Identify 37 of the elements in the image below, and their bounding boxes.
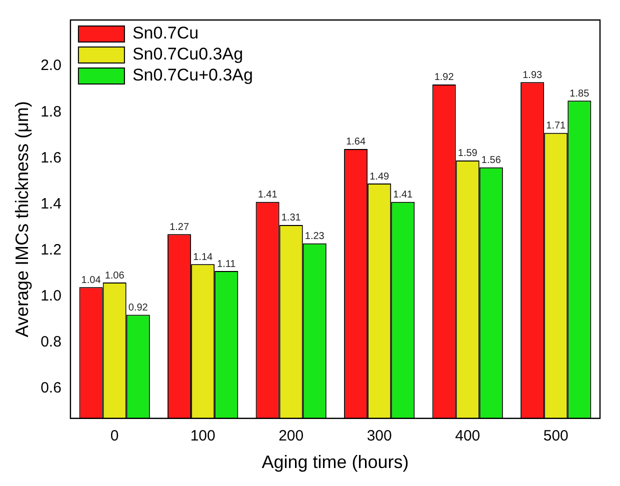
y-tick-label: 1.0 (40, 287, 62, 304)
data-label: 1.92 (434, 72, 454, 84)
y-tick-label: 1.6 (40, 149, 62, 166)
data-label: 1.59 (458, 148, 478, 160)
y-tick-label: 1.8 (40, 103, 62, 120)
x-tick-label: 0 (110, 428, 119, 445)
data-label: 0.92 (128, 302, 148, 314)
x-tick-label: 200 (278, 428, 304, 445)
y-tick-label: 1.4 (40, 195, 62, 212)
legend-label: Sn0.7Cu (132, 24, 199, 43)
y-tick-label: 0.6 (40, 380, 62, 397)
x-tick-label: 100 (190, 428, 216, 445)
x-axis-title: Aging time (hours) (262, 452, 409, 472)
data-label: 1.14 (193, 252, 214, 263)
data-label: 1.49 (370, 171, 390, 182)
data-label: 1.93 (522, 70, 543, 81)
x-tick-label: 300 (366, 428, 392, 445)
data-label: 1.41 (258, 190, 278, 201)
legend-label: Sn0.7Cu+0.3Ag (132, 66, 253, 85)
data-label: 1.06 (104, 270, 125, 282)
x-tick-label: 400 (455, 428, 480, 445)
data-label: 1.41 (393, 190, 414, 201)
data-label: 1.56 (481, 155, 502, 166)
data-label: 1.71 (546, 120, 566, 132)
data-label: 1.11 (217, 258, 236, 270)
legend-label: Sn0.7Cu0.3Ag (132, 44, 244, 64)
data-label: 1.85 (570, 88, 590, 100)
x-tick-label: 500 (543, 428, 568, 445)
y-tick-label: 0.8 (40, 334, 62, 351)
data-label: 1.04 (81, 274, 102, 286)
y-tick-label: 2.0 (40, 57, 62, 74)
data-label: 1.23 (304, 231, 325, 242)
y-axis-title: Average IMCs thickness (μm) (12, 101, 32, 338)
data-label: 1.27 (170, 222, 190, 233)
y-tick-label: 1.2 (40, 241, 62, 258)
data-label: 1.31 (281, 212, 302, 224)
data-label: 1.64 (346, 136, 366, 148)
